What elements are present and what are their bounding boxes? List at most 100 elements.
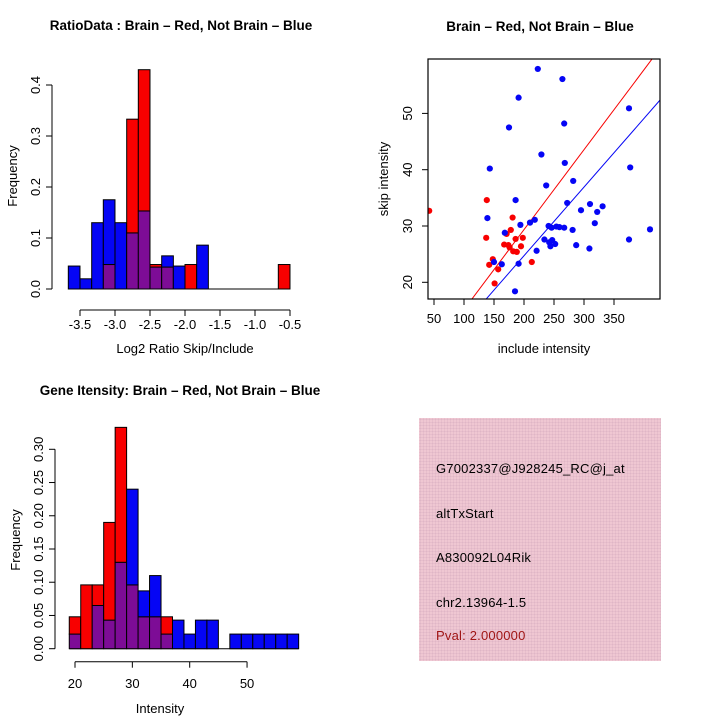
scatter-point-red xyxy=(486,261,493,268)
hist-bar-overlap xyxy=(149,616,162,650)
scatter-point-blue xyxy=(534,65,541,73)
probe-id-text: G7002337@J928245_RC@j_at xyxy=(436,461,625,476)
scatter-point-blue xyxy=(569,226,576,234)
x-tick-label: 350 xyxy=(603,311,625,326)
x-tick-label: 30 xyxy=(125,676,139,691)
hist-bar xyxy=(240,633,254,650)
hist-bar xyxy=(79,278,93,290)
scatter-point-blue xyxy=(625,105,633,112)
y-tick-label: 0.4 xyxy=(28,76,43,94)
hist-bar xyxy=(68,616,82,635)
x-tick-label: 40 xyxy=(182,676,196,691)
scatter-point-blue xyxy=(586,200,594,208)
hist-bar-overlap xyxy=(68,633,82,650)
y-tick-label: 0.25 xyxy=(31,470,46,495)
scatter-point-blue xyxy=(570,177,577,185)
hist-bar xyxy=(103,521,116,621)
scatter-point-red xyxy=(528,258,535,266)
hist-bar xyxy=(149,264,163,268)
scatter-point-red xyxy=(506,244,513,251)
x-tick-label: 100 xyxy=(453,311,475,326)
scatter-point-blue xyxy=(501,229,508,236)
scatter-point-blue xyxy=(564,199,571,207)
hist-bar xyxy=(137,590,151,618)
x-tick-label: 150 xyxy=(483,311,505,326)
chart-title: Gene Itensity: Brain – Red, Not Brain – … xyxy=(40,383,321,398)
scatter-point-blue xyxy=(490,258,498,266)
scatter-point-blue xyxy=(533,247,540,254)
hist-bar xyxy=(114,222,128,290)
y-axis-label: Frequency xyxy=(8,509,23,571)
hist-bar xyxy=(137,69,151,212)
x-tick-label: 300 xyxy=(573,311,595,326)
ratio_histogram: 0.0 0.1 0.2 0.3 0.4 -3.5 -3.0 -2.5 -2.0 -1.5 -1.0-… xyxy=(5,18,313,356)
hist-bar-overlap xyxy=(114,561,128,650)
brain-fit-line xyxy=(471,59,653,299)
scatter-point-blue xyxy=(543,182,550,189)
y-tick-label: 0.2 xyxy=(28,178,43,196)
y-axis-label: Frequency xyxy=(5,145,20,207)
pval-text: Pval: 2.000000 xyxy=(436,628,526,643)
x-axis-label: include intensity xyxy=(498,341,591,356)
scatter-point-blue xyxy=(561,159,568,167)
event-type-text: altTxStart xyxy=(436,506,494,521)
locus-text: chr2.13964-1.5 xyxy=(436,595,527,610)
scatter-point-blue xyxy=(547,243,554,250)
x-axis-label: Log2 Ratio Skip/Include xyxy=(116,341,253,356)
y-tick-label: 0.0 xyxy=(28,280,43,298)
hist-bar xyxy=(102,199,116,266)
hist-bar xyxy=(126,488,139,586)
scatter-point-blue xyxy=(561,224,568,231)
y-tick-label: 0.00 xyxy=(31,636,46,661)
scatter-point-blue xyxy=(515,94,522,101)
scatter-point-blue xyxy=(498,261,505,268)
hist-bar-overlap xyxy=(160,633,173,650)
scatter-point-blue xyxy=(548,224,555,231)
scatter-point-blue xyxy=(627,164,634,171)
scatter-point-red xyxy=(491,280,498,287)
hist-bar xyxy=(91,584,105,606)
hist-bar xyxy=(277,264,291,290)
x-axis-label: Intensity xyxy=(136,701,185,716)
x-tick-label: -3.5 xyxy=(69,317,91,332)
x-tick-label: -2.5 xyxy=(139,317,161,332)
scatter-point-blue xyxy=(505,124,513,131)
hist-bar-overlap xyxy=(126,232,139,290)
hist-bar xyxy=(196,244,209,290)
scatter-point-blue xyxy=(541,236,548,243)
scatter-point-blue xyxy=(526,219,534,226)
x-tick-label: 20 xyxy=(68,676,82,691)
scatter-point-blue xyxy=(486,165,493,172)
scatter-point-red xyxy=(517,243,525,250)
hist-bar xyxy=(160,616,173,635)
scatter-point-red xyxy=(507,226,514,234)
intensity_scatter: 20 30 40 50 50 100 150 200 250 300 350 Brain – Red,… xyxy=(376,19,661,356)
scatter-point-red xyxy=(513,248,520,255)
plot-box xyxy=(427,58,661,300)
scatter-point-blue xyxy=(538,151,545,158)
hist-bar xyxy=(286,633,300,650)
scatter-point-blue xyxy=(594,208,601,216)
y-tick-label: 20 xyxy=(400,275,415,289)
x-tick-label: -3.0 xyxy=(104,317,126,332)
scatter-point-blue xyxy=(646,226,654,233)
x-tick-label: 250 xyxy=(543,311,565,326)
hist-bar-overlap xyxy=(126,584,139,650)
y-tick-label: 30 xyxy=(400,219,415,233)
hist-bar-overlap xyxy=(149,266,163,290)
scatter-point-blue xyxy=(599,203,606,210)
hist-bar-overlap xyxy=(103,619,116,650)
y-tick-label: 0.15 xyxy=(31,536,46,561)
y-tick-label: 0.20 xyxy=(31,503,46,528)
hist-bar xyxy=(171,619,185,650)
scatter-point-red xyxy=(512,235,519,243)
y-axis-label: skip intensity xyxy=(376,141,391,216)
hist-bar xyxy=(172,265,186,290)
hist-bar xyxy=(194,619,208,650)
scatter-point-blue xyxy=(586,245,593,252)
scatter-point-blue xyxy=(556,224,563,231)
hist-bar-overlap xyxy=(137,210,151,290)
scatter-point-blue xyxy=(559,75,566,83)
